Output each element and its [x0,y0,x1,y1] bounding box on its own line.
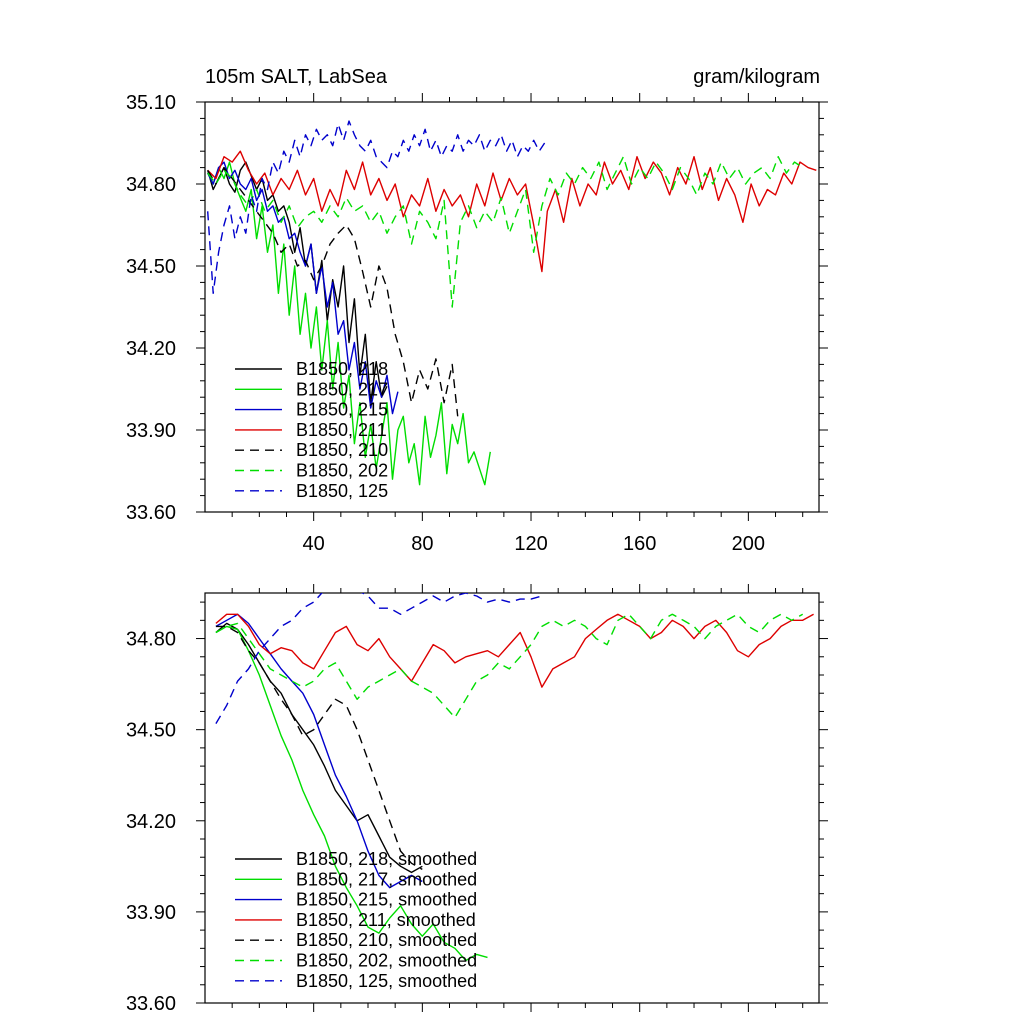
top-y-tick-label: 34.50 [126,256,176,278]
top-series-line-2 [207,161,399,415]
bottom-y-tick-label: 34.50 [126,720,176,742]
bottom-legend-label: B1850, 125, smoothed [296,971,477,991]
bottom-y-tick-label: 33.90 [126,902,176,924]
bottom-series-line-1 [215,625,488,962]
bottom-legend-label: B1850, 210, smoothed [296,930,477,950]
top-plot-frame [204,101,820,513]
bottom-legend-label: B1850, 218, smoothed [296,849,477,869]
top-legend-label: B1850, 215 [296,400,388,420]
bottom-legend-label: B1850, 202, smoothed [296,951,477,971]
top-y-tick-label: 33.90 [126,420,176,442]
bottom-legend-label: B1850, 211, smoothed [296,910,476,930]
top-y-tick-label: 35.10 [126,92,176,114]
top-series-line-3 [207,150,817,273]
top-x-tick-label: 160 [623,533,656,555]
top-y-tick-label: 33.60 [126,502,176,524]
bottom-series-line-0 [215,622,423,874]
bottom-plot-frame [204,592,820,1004]
top-x-tick-label: 200 [732,533,765,555]
bottom-series-line-2 [215,613,423,889]
top-legend-label: B1850, 125 [296,481,388,501]
top-y-tick-label: 34.20 [126,338,176,360]
bottom-series-line-6 [215,593,543,724]
top-y-tick-label: 34.80 [126,174,176,196]
chart-units-label: gram/kilogram [693,66,820,88]
top-series-line-1 [207,161,491,486]
top-legend-label: B1850, 217 [296,379,388,399]
top-series-line-0 [207,161,388,404]
bottom-series-line-4 [215,625,423,871]
bottom-series-line-5 [215,613,804,719]
top-legend-label: B1850, 218 [296,359,388,379]
bottom-series-line-3 [215,613,814,688]
bottom-legend-label: B1850, 217, smoothed [296,869,477,889]
bottom-y-tick-label: 33.60 [126,993,176,1015]
top-series-line-6 [207,120,546,294]
top-x-tick-label: 80 [411,533,433,555]
bottom-y-tick-label: 34.80 [126,629,176,651]
top-legend-label: B1850, 211 [296,420,387,440]
top-x-tick-label: 40 [303,533,325,555]
bottom-y-tick-label: 34.20 [126,811,176,833]
top-x-tick-label: 120 [514,533,547,555]
chart-title-left: 105m SALT, LabSea [205,66,388,88]
top-legend-label: B1850, 202 [296,461,388,481]
bottom-legend-label: B1850, 215, smoothed [296,890,477,910]
top-panel: 40 80 120 160 200 33.60 33.90 34.20 34.50 34.80 35… [126,66,828,555]
bottom-panel: 33.60 33.90 34.20 34.50 34.80 B1850, 218, smo… [126,584,828,1015]
top-legend-label: B1850, 210 [296,440,388,460]
